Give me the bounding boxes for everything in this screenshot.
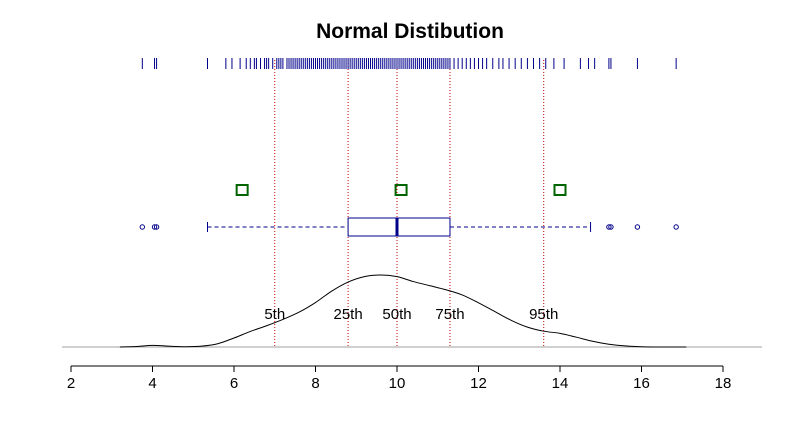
boxplot-outlier [673,224,679,230]
boxplot-outlier [608,224,614,230]
boxplot-outlier [634,224,641,230]
boxplot-outlier [153,224,160,230]
percentile-label-5th: 5th [264,306,285,323]
density-curve [119,274,687,348]
percentile-label-75th: 75th [435,306,464,323]
square-markers [235,184,567,196]
boxplot-outlier [139,224,146,230]
percentile-label-95th: 95th [529,306,558,323]
chart-title: Normal Distibution [316,20,504,43]
square-marker [553,184,567,196]
boxplot-outlier [151,224,158,230]
x-tick-label: 10 [389,375,406,392]
x-tick-label: 6 [230,375,238,392]
rug-plot [141,58,677,69]
x-axis: 2 4 6 8 10 12 14 16 18 [67,365,732,392]
boxplot [139,217,679,237]
x-tick-label: 18 [715,375,732,392]
percentile-labels: 5th 25th 50th 75th 95th [264,306,558,323]
percentile-label-50th: 50th [382,306,411,323]
x-tick-label: 16 [633,375,650,392]
percentile-label-25th: 25th [333,306,362,323]
boxplot-box [347,217,451,237]
x-tick-label: 4 [148,375,156,392]
x-tick-label: 12 [470,375,487,392]
square-marker [235,184,249,196]
percentile-lines [274,60,545,347]
square-marker [394,184,408,196]
boxplot-outlier [606,224,612,230]
x-tick-label: 2 [67,375,75,392]
x-tick-label: 8 [311,375,319,392]
x-tick-label: 14 [552,375,569,392]
